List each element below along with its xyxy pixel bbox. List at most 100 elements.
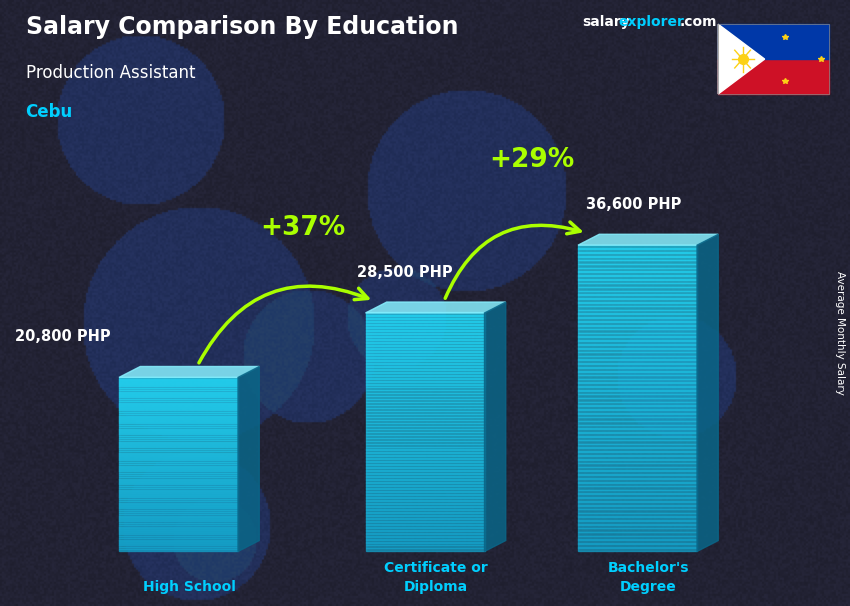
Bar	[119, 442, 238, 445]
Bar	[578, 248, 697, 253]
Polygon shape	[119, 367, 259, 378]
Bar	[366, 438, 484, 441]
Bar	[119, 396, 238, 399]
Bar	[578, 379, 697, 383]
Text: +37%: +37%	[260, 215, 345, 241]
Bar	[366, 342, 484, 346]
Bar	[119, 377, 238, 379]
Bar	[578, 478, 697, 482]
Bar	[366, 360, 484, 364]
Bar	[119, 518, 238, 521]
Bar	[366, 369, 484, 373]
Polygon shape	[718, 24, 765, 94]
Bar	[366, 428, 484, 432]
Bar	[578, 371, 697, 375]
Bar	[366, 422, 484, 426]
Bar	[578, 275, 697, 279]
Bar	[366, 417, 484, 421]
Text: 28,500 PHP: 28,500 PHP	[357, 265, 452, 279]
Bar	[366, 405, 484, 408]
Bar	[578, 295, 697, 299]
Bar	[578, 531, 697, 536]
Bar	[366, 387, 484, 390]
Bar	[578, 474, 697, 479]
Bar	[578, 329, 697, 333]
Text: explorer: explorer	[619, 15, 684, 29]
Text: Production Assistant: Production Assistant	[26, 64, 195, 82]
Bar	[119, 521, 238, 523]
Bar	[119, 453, 238, 456]
Bar	[119, 507, 238, 510]
Bar	[578, 539, 697, 544]
Bar	[119, 390, 238, 393]
Bar	[119, 470, 238, 473]
Bar	[119, 527, 238, 530]
Bar	[366, 447, 484, 450]
Bar	[578, 501, 697, 505]
Bar	[119, 410, 238, 412]
Text: Salary Comparison By Education: Salary Comparison By Education	[26, 15, 458, 39]
Bar	[578, 455, 697, 459]
Bar	[578, 256, 697, 261]
Bar	[366, 414, 484, 418]
Bar	[366, 318, 484, 322]
Bar	[366, 363, 484, 367]
Bar	[366, 488, 484, 492]
Bar	[119, 547, 238, 549]
Bar	[119, 533, 238, 536]
Bar	[119, 477, 238, 480]
Bar	[366, 467, 484, 471]
Bar	[578, 509, 697, 513]
Bar	[119, 511, 238, 514]
Text: 36,600 PHP: 36,600 PHP	[586, 197, 682, 212]
Bar	[366, 503, 484, 507]
Bar	[366, 390, 484, 393]
Bar	[578, 321, 697, 325]
Bar	[578, 382, 697, 387]
Bar	[119, 440, 238, 442]
Bar	[119, 436, 238, 438]
Bar	[119, 531, 238, 534]
Bar	[119, 548, 238, 551]
Bar	[119, 516, 238, 519]
Bar	[366, 473, 484, 477]
Bar	[366, 464, 484, 468]
Bar	[578, 348, 697, 352]
Bar	[578, 493, 697, 498]
Bar	[119, 444, 238, 447]
Bar	[119, 514, 238, 517]
Bar	[119, 485, 238, 488]
Bar	[366, 348, 484, 351]
Bar	[578, 482, 697, 487]
Bar	[578, 528, 697, 532]
Bar	[119, 492, 238, 495]
Bar	[366, 384, 484, 387]
Bar	[119, 536, 238, 538]
Bar	[119, 451, 238, 453]
Bar	[119, 418, 238, 421]
Bar	[366, 408, 484, 411]
Bar	[366, 327, 484, 331]
Bar	[366, 515, 484, 519]
Bar	[366, 393, 484, 396]
Bar	[119, 510, 238, 512]
Bar	[119, 411, 238, 415]
Bar	[578, 325, 697, 330]
Bar	[366, 479, 484, 483]
Text: Average Monthly Salary: Average Monthly Salary	[835, 271, 845, 395]
Bar	[578, 367, 697, 371]
Text: High School: High School	[143, 580, 235, 594]
Bar	[366, 381, 484, 385]
Bar	[119, 501, 238, 504]
Text: .com: .com	[680, 15, 717, 29]
Bar	[366, 354, 484, 358]
Bar	[366, 366, 484, 370]
Polygon shape	[238, 367, 259, 551]
Bar	[119, 522, 238, 525]
Polygon shape	[697, 235, 718, 551]
Bar	[578, 520, 697, 525]
Bar	[119, 542, 238, 545]
Bar	[578, 413, 697, 418]
Bar	[366, 485, 484, 489]
Bar	[119, 399, 238, 401]
